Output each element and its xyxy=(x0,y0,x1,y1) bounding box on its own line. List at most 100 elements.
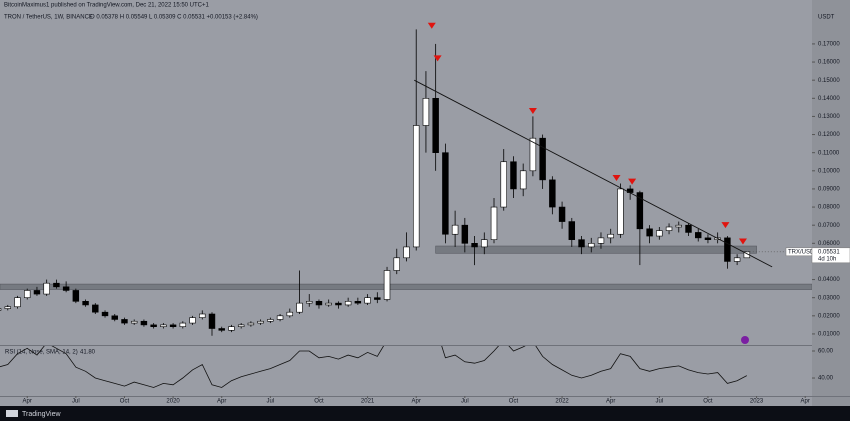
last-price-box xyxy=(811,247,850,264)
candle-body xyxy=(130,320,138,324)
x-tick-label: Oct xyxy=(509,399,519,405)
candle-body xyxy=(257,320,264,324)
candle-body xyxy=(111,315,118,320)
axes: 0.010000.020000.030000.040000.050000.060… xyxy=(23,41,850,405)
main-pane xyxy=(0,22,812,336)
candle-body xyxy=(82,301,89,306)
candle-body xyxy=(393,257,400,271)
candle-body xyxy=(529,137,537,172)
rsi-tick-label: 40.00 xyxy=(818,376,834,382)
x-tick-label: Apr xyxy=(606,399,615,405)
rsi-pane xyxy=(0,346,747,388)
x-tick-label: Jul xyxy=(72,399,80,405)
candle-body xyxy=(43,282,50,295)
candle-body xyxy=(228,326,235,331)
candle-body xyxy=(383,270,391,300)
y-tick-label: 0.03000 xyxy=(818,295,840,301)
x-tick-label: Oct xyxy=(314,399,324,405)
y-tick-label: 0.09000 xyxy=(818,187,840,193)
candle-body xyxy=(646,228,653,237)
y-tick-label: 0.02000 xyxy=(818,313,840,319)
x-tick-label: Jul xyxy=(655,399,663,405)
resistance-marker xyxy=(612,175,621,182)
candle-body xyxy=(432,97,439,153)
candle-body xyxy=(500,161,507,208)
candle-body xyxy=(335,302,342,306)
last-price-name: TRX/USDT xyxy=(788,249,818,255)
candle-body xyxy=(636,192,644,230)
resistance-marker xyxy=(628,178,637,185)
candle-body xyxy=(412,125,420,248)
candle-body xyxy=(208,313,216,329)
candle-body xyxy=(306,301,313,304)
candle-body xyxy=(607,233,614,239)
y-tick-label: 0.17000 xyxy=(818,41,840,47)
x-tick-label: Oct xyxy=(703,399,713,405)
candle-body xyxy=(617,188,624,235)
candle-body xyxy=(490,206,498,240)
y-tick-label: 0.01000 xyxy=(818,332,840,338)
resistance-marker xyxy=(721,222,730,229)
resistance-marker xyxy=(433,55,442,62)
candle-body xyxy=(481,239,488,248)
candle-body xyxy=(4,306,11,309)
candle-body xyxy=(179,322,187,327)
footer-bar xyxy=(0,406,850,421)
x-tick-label: 2020 xyxy=(166,399,180,405)
candle-body xyxy=(568,221,576,240)
brand: TradingView xyxy=(22,411,61,418)
candle-body xyxy=(597,237,605,244)
currency: USDT xyxy=(818,15,835,21)
candle-body xyxy=(0,308,2,311)
candle-body xyxy=(169,324,177,327)
resistance-marker xyxy=(738,238,747,245)
trendline xyxy=(414,79,773,268)
x-tick-label: Jul xyxy=(267,399,275,405)
y-tick-label: 0.04000 xyxy=(818,277,840,283)
candle-body xyxy=(422,97,430,126)
candle-body xyxy=(150,324,157,327)
y-tick-label: 0.10000 xyxy=(818,168,840,174)
event-icon xyxy=(741,336,749,344)
support-zone xyxy=(435,245,757,254)
candle-body xyxy=(461,224,469,244)
candle-body xyxy=(724,237,731,262)
candle-body xyxy=(325,302,332,306)
candle-body xyxy=(549,179,556,208)
support-zone xyxy=(0,283,812,290)
candle-body xyxy=(344,301,352,306)
x-tick-label: 2022 xyxy=(555,399,569,405)
candle-body xyxy=(62,286,70,291)
candle-body xyxy=(451,224,459,235)
candle-body xyxy=(578,239,585,248)
candle-body xyxy=(218,328,225,331)
candle-body xyxy=(247,322,255,326)
candle-body xyxy=(442,152,449,235)
candle-body xyxy=(53,282,60,288)
candle-body xyxy=(286,311,294,317)
x-tick-label: Jul xyxy=(461,399,469,405)
x-tick-label: Apr xyxy=(801,399,810,405)
candle-body xyxy=(354,301,362,304)
candle-body xyxy=(704,237,712,240)
y-tick-label: 0.16000 xyxy=(818,60,840,66)
brand-logo xyxy=(6,410,18,417)
candle-body xyxy=(199,313,206,318)
candle-body xyxy=(72,290,80,302)
candle-body xyxy=(510,161,517,190)
candle-body xyxy=(296,302,303,313)
y-tick-label: 0.15000 xyxy=(818,78,840,84)
candle-body xyxy=(471,243,478,248)
y-tick-label: 0.12000 xyxy=(818,132,840,138)
candle-body xyxy=(656,230,663,237)
candle-body xyxy=(364,297,371,304)
candle-body xyxy=(403,246,410,259)
candle-body xyxy=(189,317,196,324)
price-axis xyxy=(812,0,850,406)
candle-body xyxy=(267,319,274,322)
candle-body xyxy=(675,224,682,228)
x-tick-label: Apr xyxy=(23,399,32,405)
candle-body xyxy=(24,290,31,298)
